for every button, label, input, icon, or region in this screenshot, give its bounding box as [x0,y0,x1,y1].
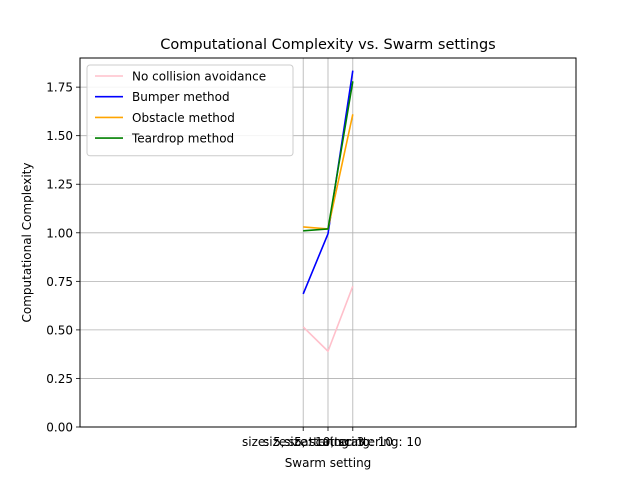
legend-label: No collision avoidance [132,70,266,84]
x-tick-label: size: 5, scattering: 3 [242,435,364,449]
grid [80,58,576,428]
x-axis-label: Swarm setting [285,456,372,470]
legend: No collision avoidance Bumper method Obsta… [86,64,294,157]
y-tick-label: 1.00 [46,226,73,240]
x-tick-label: size: 10, scattering: 10 [284,435,422,449]
chart-title: Computational Complexity vs. Swarm setti… [160,37,495,53]
y-tick-label: 1.25 [46,178,73,192]
y-tick-label: 0.75 [46,275,73,289]
y-tick-label: 1.75 [46,81,73,95]
series-lines [302,70,354,353]
y-tick-label: 0.25 [46,372,73,386]
series-line [302,70,354,295]
y-axis-label: Computational Complexity [20,163,34,323]
legend-label: Obstacle method [132,111,235,125]
y-tick-label: 0.50 [46,323,73,337]
legend-label: Teardrop method [131,132,234,146]
y-tick-label: 0.00 [46,421,73,435]
x-tick-label: size: 5, scattering: 10 [263,435,393,449]
series-line [302,285,354,353]
y-tick-label: 1.50 [46,129,73,143]
legend-box [86,64,294,157]
legend-label: Bumper method [132,90,230,104]
series-line [303,81,354,232]
